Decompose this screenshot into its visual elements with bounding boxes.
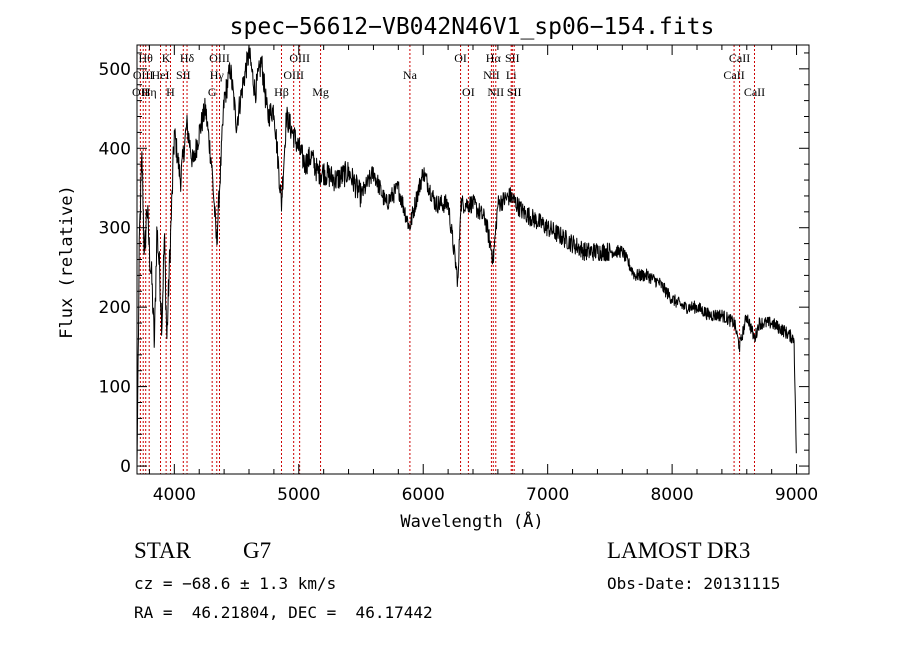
line-label: NII — [487, 85, 504, 99]
survey-name: LAMOST DR3 — [607, 538, 751, 563]
y-tick-label: 200 — [99, 298, 131, 318]
plot-frame — [136, 44, 810, 475]
line-label: Li — [506, 68, 517, 82]
spectrum-line — [136, 44, 797, 467]
line-label: OIII — [209, 51, 230, 65]
line-label: OIII — [283, 68, 304, 82]
line-label: CaII — [729, 51, 750, 65]
line-label: Mg — [312, 85, 329, 99]
x-tick-label: 9000 — [775, 485, 818, 505]
object-class: STAR — [134, 538, 191, 563]
x-tick-label: 8000 — [650, 485, 693, 505]
line-label: OI — [462, 85, 475, 99]
line-label: Na — [403, 68, 418, 82]
spectrum-series — [136, 44, 797, 467]
y-tick-label: 300 — [99, 219, 131, 239]
spectral-line-markers: OIIOIIIHθHηHeIKHSIIHδGHγOIIIHβOIIIOIIIMg… — [132, 45, 765, 474]
chart-title: spec−56612−VB042N46V1_sp06−154.fits — [230, 14, 715, 40]
line-label: G — [208, 85, 217, 99]
object-subclass: G7 — [243, 538, 272, 563]
line-label: Hδ — [180, 51, 195, 65]
y-tick-label: 100 — [99, 378, 131, 398]
line-label: OIII — [133, 68, 154, 82]
y-tick-label: 0 — [120, 457, 131, 477]
line-label: CaII — [723, 68, 744, 82]
line-label: H — [166, 85, 175, 99]
x-tick-label: 5000 — [277, 485, 320, 505]
x-tick-label: 7000 — [526, 485, 569, 505]
observation-date: Obs-Date: 20131115 — [607, 574, 781, 593]
line-label: OII — [132, 85, 149, 99]
line-label: Hη — [142, 85, 157, 99]
line-label: OIII — [289, 51, 310, 65]
line-label: SII — [507, 85, 522, 99]
line-label: K — [162, 51, 171, 65]
line-label: NII — [483, 68, 500, 82]
x-tick-label: 4000 — [153, 485, 196, 505]
line-label: Hγ — [210, 68, 225, 82]
line-label: Hα — [486, 51, 502, 65]
line-label: CaII — [744, 85, 765, 99]
y-axis-label: Flux (relative) — [57, 185, 77, 339]
line-label: HeI — [152, 68, 170, 82]
line-label: Hβ — [274, 85, 289, 99]
redshift-velocity: cz = −68.6 ± 1.3 km/s — [134, 574, 337, 593]
plot-axes: 4000 5000 6000 7000 8000 9000 0 100 200 300 400 500 — [99, 44, 818, 505]
line-label: SII — [505, 51, 520, 65]
x-tick-label: 6000 — [402, 485, 445, 505]
line-label: SII — [176, 68, 191, 82]
x-axis-label: Wavelength (Å) — [400, 510, 543, 532]
y-tick-label: 500 — [99, 60, 131, 80]
y-tick-label: 400 — [99, 139, 131, 159]
sky-coordinates: RA = 46.21804, DEC = 46.17442 — [134, 603, 433, 622]
line-label: OI — [454, 51, 467, 65]
